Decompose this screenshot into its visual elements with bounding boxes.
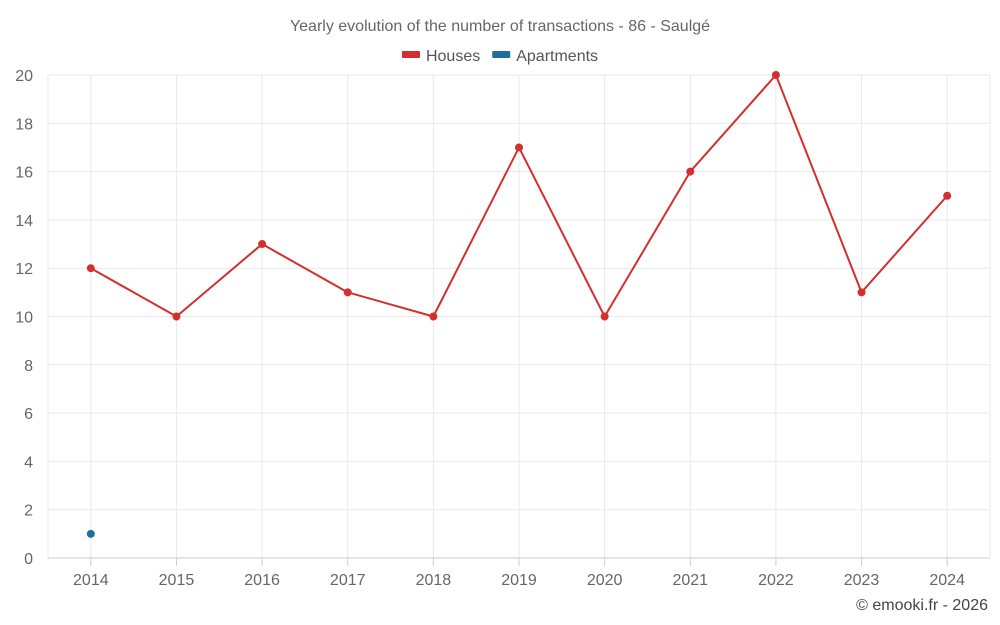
x-tick-label: 2023 [844,572,880,589]
x-tick-label: 2024 [929,572,965,589]
data-point-houses[interactable] [172,312,181,321]
x-tick-label: 2022 [758,572,794,589]
y-tick-label: 12 [15,261,33,278]
x-axis: 2014 2015 2016 2017 2018 2019 2020 2021 2022 2023… [48,557,990,589]
data-point-apartments[interactable] [86,529,95,538]
y-tick-label: 14 [15,213,33,230]
legend-label: Houses [426,48,480,65]
x-tick-label: 2020 [587,572,623,589]
y-tick-label: 4 [24,454,33,471]
x-tick-label: 2018 [416,572,452,589]
legend-label: Apartments [516,48,598,65]
legend[interactable]: Houses Apartments [401,48,598,65]
y-tick-label: 2 [24,503,33,520]
data-point-houses[interactable] [686,167,695,176]
data-point-houses[interactable] [771,71,780,79]
grid [47,74,991,558]
legend-item-houses[interactable]: Houses [401,48,480,65]
legend-swatch [492,51,511,58]
x-tick-label: 2014 [73,572,109,589]
x-tick-label: 2016 [244,572,280,589]
data-point-houses[interactable] [857,288,866,297]
y-tick-label: 6 [24,406,33,423]
y-tick-label: 18 [15,116,33,133]
x-tick-label: 2017 [330,572,366,589]
data-point-houses[interactable] [943,191,952,200]
chart-title: Yearly evolution of the number of transa… [290,18,710,35]
y-tick-label: 16 [15,165,33,182]
data-point-houses[interactable] [86,264,95,273]
series-apartments [86,529,95,538]
x-tick-label: 2015 [159,572,195,589]
series-houses [86,71,952,321]
y-tick-label: 0 [24,551,33,568]
legend-swatch [401,51,420,58]
series-layer [86,71,952,538]
x-tick-label: 2021 [672,572,708,589]
credit-text: © emooki.fr - 2026 [856,597,988,614]
data-point-houses[interactable] [258,240,267,249]
y-tick-label: 10 [15,310,33,327]
x-tick-label: 2019 [501,572,537,589]
y-tick-label: 8 [24,358,33,375]
data-point-houses[interactable] [343,288,352,297]
data-point-houses[interactable] [600,312,609,321]
y-tick-label: 20 [15,68,33,85]
data-point-houses[interactable] [429,312,438,321]
legend-item-apartments[interactable]: Apartments [492,48,598,65]
data-point-houses[interactable] [515,143,523,152]
y-axis: 0 2 4 6 8 10 12 14 16 18 20 [15,68,33,568]
